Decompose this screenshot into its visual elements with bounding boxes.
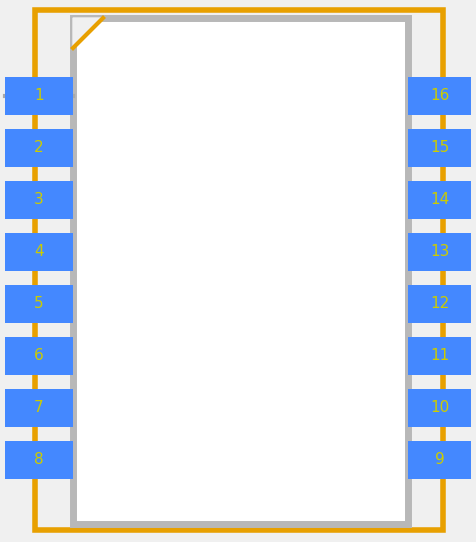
Bar [408, 181, 471, 219]
Bar [5, 441, 73, 479]
Bar [5, 181, 73, 219]
Bar [408, 233, 471, 271]
Text: 15: 15 [430, 140, 449, 156]
Text: 3: 3 [34, 192, 44, 208]
Bar [35, 10, 443, 530]
Text: 16: 16 [430, 88, 449, 104]
Text: 13: 13 [430, 244, 449, 260]
Text: 1: 1 [34, 88, 44, 104]
Bar [5, 129, 73, 167]
Bar [5, 233, 73, 271]
Bar [408, 129, 471, 167]
Bar [5, 285, 73, 323]
Bar [5, 389, 73, 427]
Text: 7: 7 [34, 401, 44, 416]
Text: 8: 8 [34, 453, 44, 468]
Polygon shape [73, 18, 103, 48]
Text: 5: 5 [34, 296, 44, 312]
Bar [408, 77, 471, 115]
Bar [408, 441, 471, 479]
Bar [5, 77, 73, 115]
Text: 6: 6 [34, 349, 44, 364]
Text: 2: 2 [34, 140, 44, 156]
Text: 12: 12 [430, 296, 449, 312]
Bar [408, 337, 471, 375]
Text: 9: 9 [435, 453, 445, 468]
Bar [408, 389, 471, 427]
Bar [73, 18, 408, 524]
Text: 10: 10 [430, 401, 449, 416]
Bar [408, 285, 471, 323]
Bar [5, 337, 73, 375]
Text: 14: 14 [430, 192, 449, 208]
Text: 4: 4 [34, 244, 44, 260]
Text: 11: 11 [430, 349, 449, 364]
